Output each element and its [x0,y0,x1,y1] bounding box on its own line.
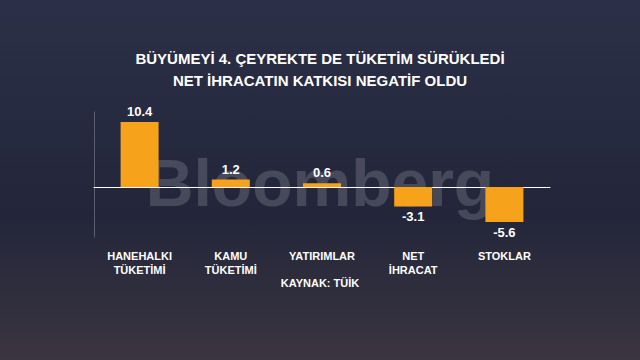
svg-text:İHRACAT: İHRACAT [389,264,438,276]
svg-text:TÜKETİMİ: TÜKETİMİ [114,264,166,276]
svg-text:TÜKETİMİ: TÜKETİMİ [205,264,257,276]
svg-text:-3.1: -3.1 [402,209,424,224]
svg-text:-5.6: -5.6 [493,225,515,240]
svg-text:NET İHRACATIN KATKISI NEGATİF: NET İHRACATIN KATKISI NEGATİF OLDU [173,72,467,89]
svg-text:0.6: 0.6 [313,165,331,180]
svg-text:1.2: 1.2 [222,162,240,177]
svg-text:STOKLAR: STOKLAR [478,250,531,262]
svg-text:YATIRIMLAR: YATIRIMLAR [289,250,355,262]
svg-text:10.4: 10.4 [127,104,153,119]
svg-text:KAYNAK: TÜİK: KAYNAK: TÜİK [281,277,359,289]
svg-text:KAMU: KAMU [214,250,247,262]
svg-text:HANEHALKI: HANEHALKI [107,250,172,262]
svg-text:Bloomberg: Bloomberg [146,146,494,220]
svg-text:BÜYÜMEYİ 4. ÇEYREKTE DE TÜKETİ: BÜYÜMEYİ 4. ÇEYREKTE DE TÜKETİM SÜRÜKLED… [135,50,504,67]
svg-text:NET: NET [402,250,424,262]
